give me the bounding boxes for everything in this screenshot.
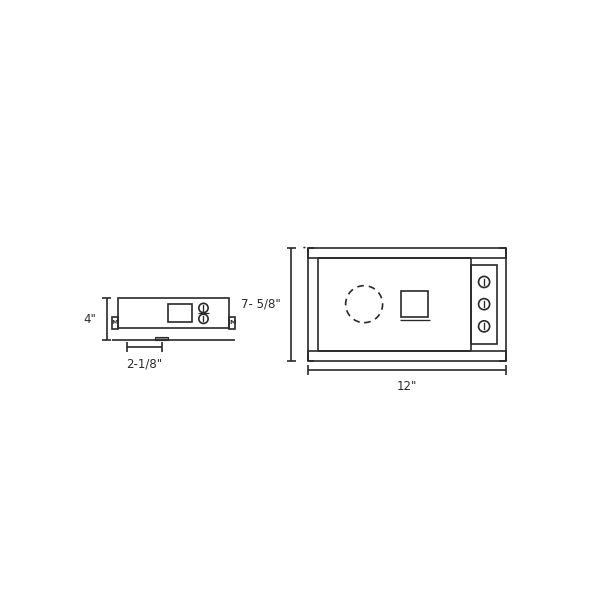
Bar	[118, 298, 229, 328]
Bar	[112, 317, 118, 329]
Bar	[472, 265, 497, 344]
Bar	[401, 292, 428, 317]
Bar	[308, 350, 506, 361]
Text: 2-1/8": 2-1/8"	[127, 357, 163, 370]
Text: M: M	[112, 320, 118, 325]
Text: 7- 5/8": 7- 5/8"	[241, 298, 281, 311]
Bar	[308, 248, 506, 258]
Bar	[155, 337, 168, 340]
Text: 4": 4"	[83, 313, 97, 326]
Bar	[229, 317, 235, 329]
Bar	[168, 304, 193, 322]
Text: 12": 12"	[397, 380, 417, 393]
Text: M: M	[229, 320, 235, 325]
